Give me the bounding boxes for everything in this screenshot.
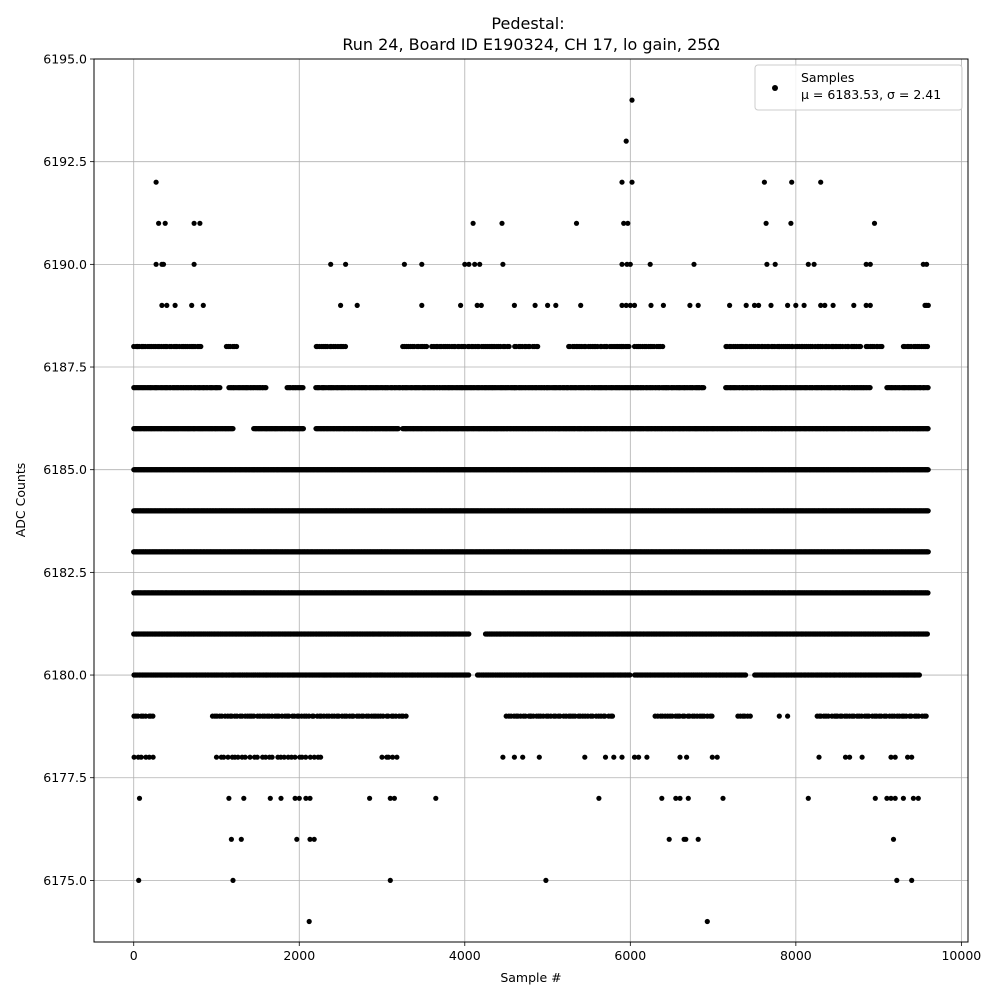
data-point	[867, 385, 873, 391]
data-point	[701, 385, 707, 391]
data-point	[395, 426, 401, 432]
data-point	[234, 343, 240, 350]
data-point	[925, 508, 931, 514]
data-point	[879, 343, 885, 350]
data-point	[626, 343, 632, 350]
data-point	[660, 343, 666, 350]
data-point	[535, 343, 541, 350]
data-point	[925, 467, 931, 473]
data-point	[217, 385, 223, 391]
data-point	[198, 343, 204, 350]
data-point	[857, 343, 864, 350]
data-point	[506, 343, 512, 350]
data-point	[925, 426, 931, 432]
data-point	[424, 343, 430, 350]
data-point	[925, 385, 931, 391]
scatter-points	[131, 97, 931, 925]
data-point	[230, 426, 236, 432]
data-point	[924, 343, 931, 350]
data-point	[300, 385, 306, 391]
data-point	[342, 343, 349, 350]
data-point	[300, 426, 306, 432]
data-point	[263, 385, 269, 391]
